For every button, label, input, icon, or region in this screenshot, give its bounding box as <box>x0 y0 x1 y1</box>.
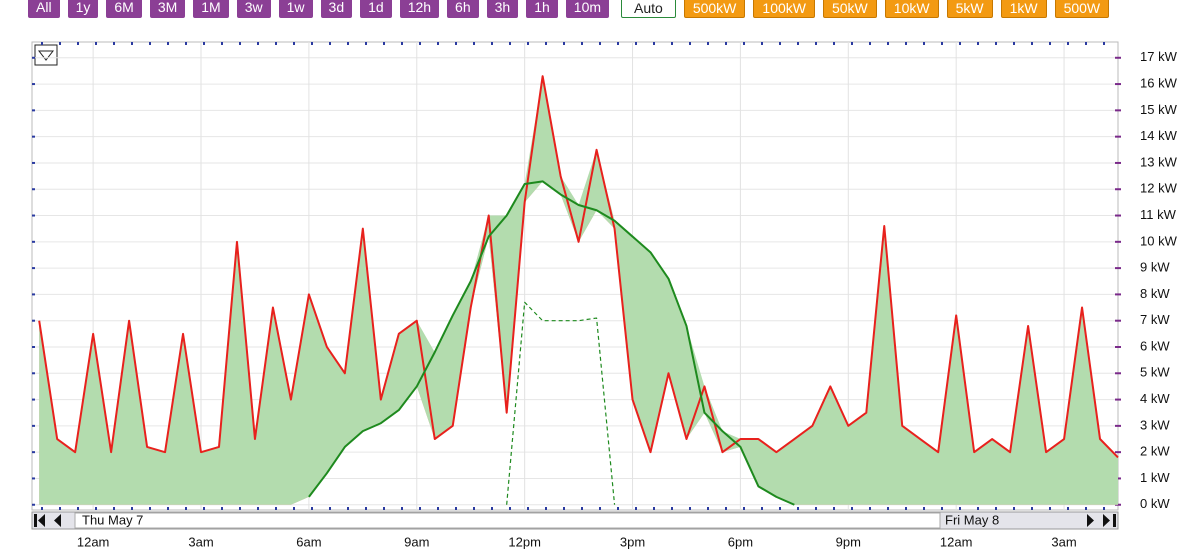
button[interactable]: 1kW <box>1000 0 1047 18</box>
button[interactable]: 6h <box>447 0 479 18</box>
y-tick-label: 8 kW <box>1140 286 1170 301</box>
solar-area <box>39 76 1119 505</box>
y-tick-label: 17 kW <box>1140 49 1178 64</box>
button[interactable]: 500kW <box>683 0 746 18</box>
x-tick-label: 12am <box>940 534 973 549</box>
menu-icon <box>37 50 55 61</box>
y-tick-label: 6 kW <box>1140 338 1170 353</box>
y-tick-label: 10 kW <box>1140 233 1178 248</box>
button[interactable]: 3M <box>149 0 186 18</box>
y-tick-label: 0 kW <box>1140 496 1170 511</box>
y-tick-label: 11 kW <box>1140 207 1177 222</box>
y-tick-label: 13 kW <box>1140 154 1178 169</box>
button[interactable]: 1h <box>526 0 558 18</box>
toolbar: All 1y 6M 3M 1M 3w 1w 3d 1d 12h 6h 3h 1h 10m Auto 500kW… <box>28 0 1110 18</box>
button[interactable]: 10kW <box>884 0 939 18</box>
x-tick-label: 9pm <box>836 534 861 549</box>
button[interactable]: 50kW <box>822 0 877 18</box>
menu-button[interactable] <box>34 44 58 66</box>
button[interactable]: 12h <box>399 0 440 18</box>
button[interactable]: 3h <box>486 0 519 18</box>
y-tick-label: 5 kW <box>1140 365 1170 380</box>
y-tick-label: 12 kW <box>1140 181 1178 196</box>
x-tick-label: 6am <box>296 534 321 549</box>
button[interactable]: All <box>28 0 60 18</box>
button[interactable]: Auto <box>621 0 676 18</box>
navigator-window[interactable] <box>74 512 941 529</box>
button[interactable]: 1d <box>360 0 392 18</box>
y-tick-label: 15 kW <box>1140 102 1178 117</box>
button[interactable]: 100kW <box>753 0 815 18</box>
series-line <box>38 75 1119 459</box>
x-tick-label: 3am <box>1051 534 1076 549</box>
series-line <box>506 301 616 505</box>
x-tick-label: 6pm <box>728 534 753 549</box>
y-tick-label: 7 kW <box>1140 312 1170 327</box>
y-tick-label: 1 kW <box>1140 470 1170 485</box>
button[interactable]: 3d <box>320 0 353 18</box>
y-tick-label: 2 kW <box>1140 444 1170 459</box>
y-tick-label: 3 kW <box>1140 417 1170 432</box>
x-tick-label: 12pm <box>508 534 541 549</box>
nav-end-label: Fri May 8 <box>945 512 999 527</box>
plot-area <box>31 41 1119 511</box>
x-tick-label: 9am <box>404 534 429 549</box>
button[interactable]: 1M <box>193 0 229 18</box>
button[interactable]: 1y <box>67 0 99 18</box>
x-tick-label: 12am <box>77 534 110 549</box>
series-line <box>308 180 795 506</box>
y-tick-label: 16 kW <box>1140 76 1178 91</box>
nav-start-label: Thu May 7 <box>82 512 143 527</box>
y-tick-label: 14 kW <box>1140 128 1178 143</box>
button[interactable]: 10m <box>565 0 610 18</box>
x-tick-label: 3am <box>188 534 213 549</box>
button[interactable]: 1w <box>278 0 313 18</box>
nav-left-arrows[interactable] <box>34 514 61 527</box>
y-tick-label: 9 kW <box>1140 260 1170 275</box>
nav-right-arrows[interactable] <box>1087 514 1116 527</box>
y-tick-label: 4 kW <box>1140 391 1170 406</box>
button[interactable]: 500W <box>1054 0 1110 18</box>
button[interactable]: 5kW <box>946 0 993 18</box>
button[interactable]: 6M <box>106 0 142 18</box>
x-tick-label: 3pm <box>620 534 645 549</box>
button[interactable]: 3w <box>236 0 271 18</box>
